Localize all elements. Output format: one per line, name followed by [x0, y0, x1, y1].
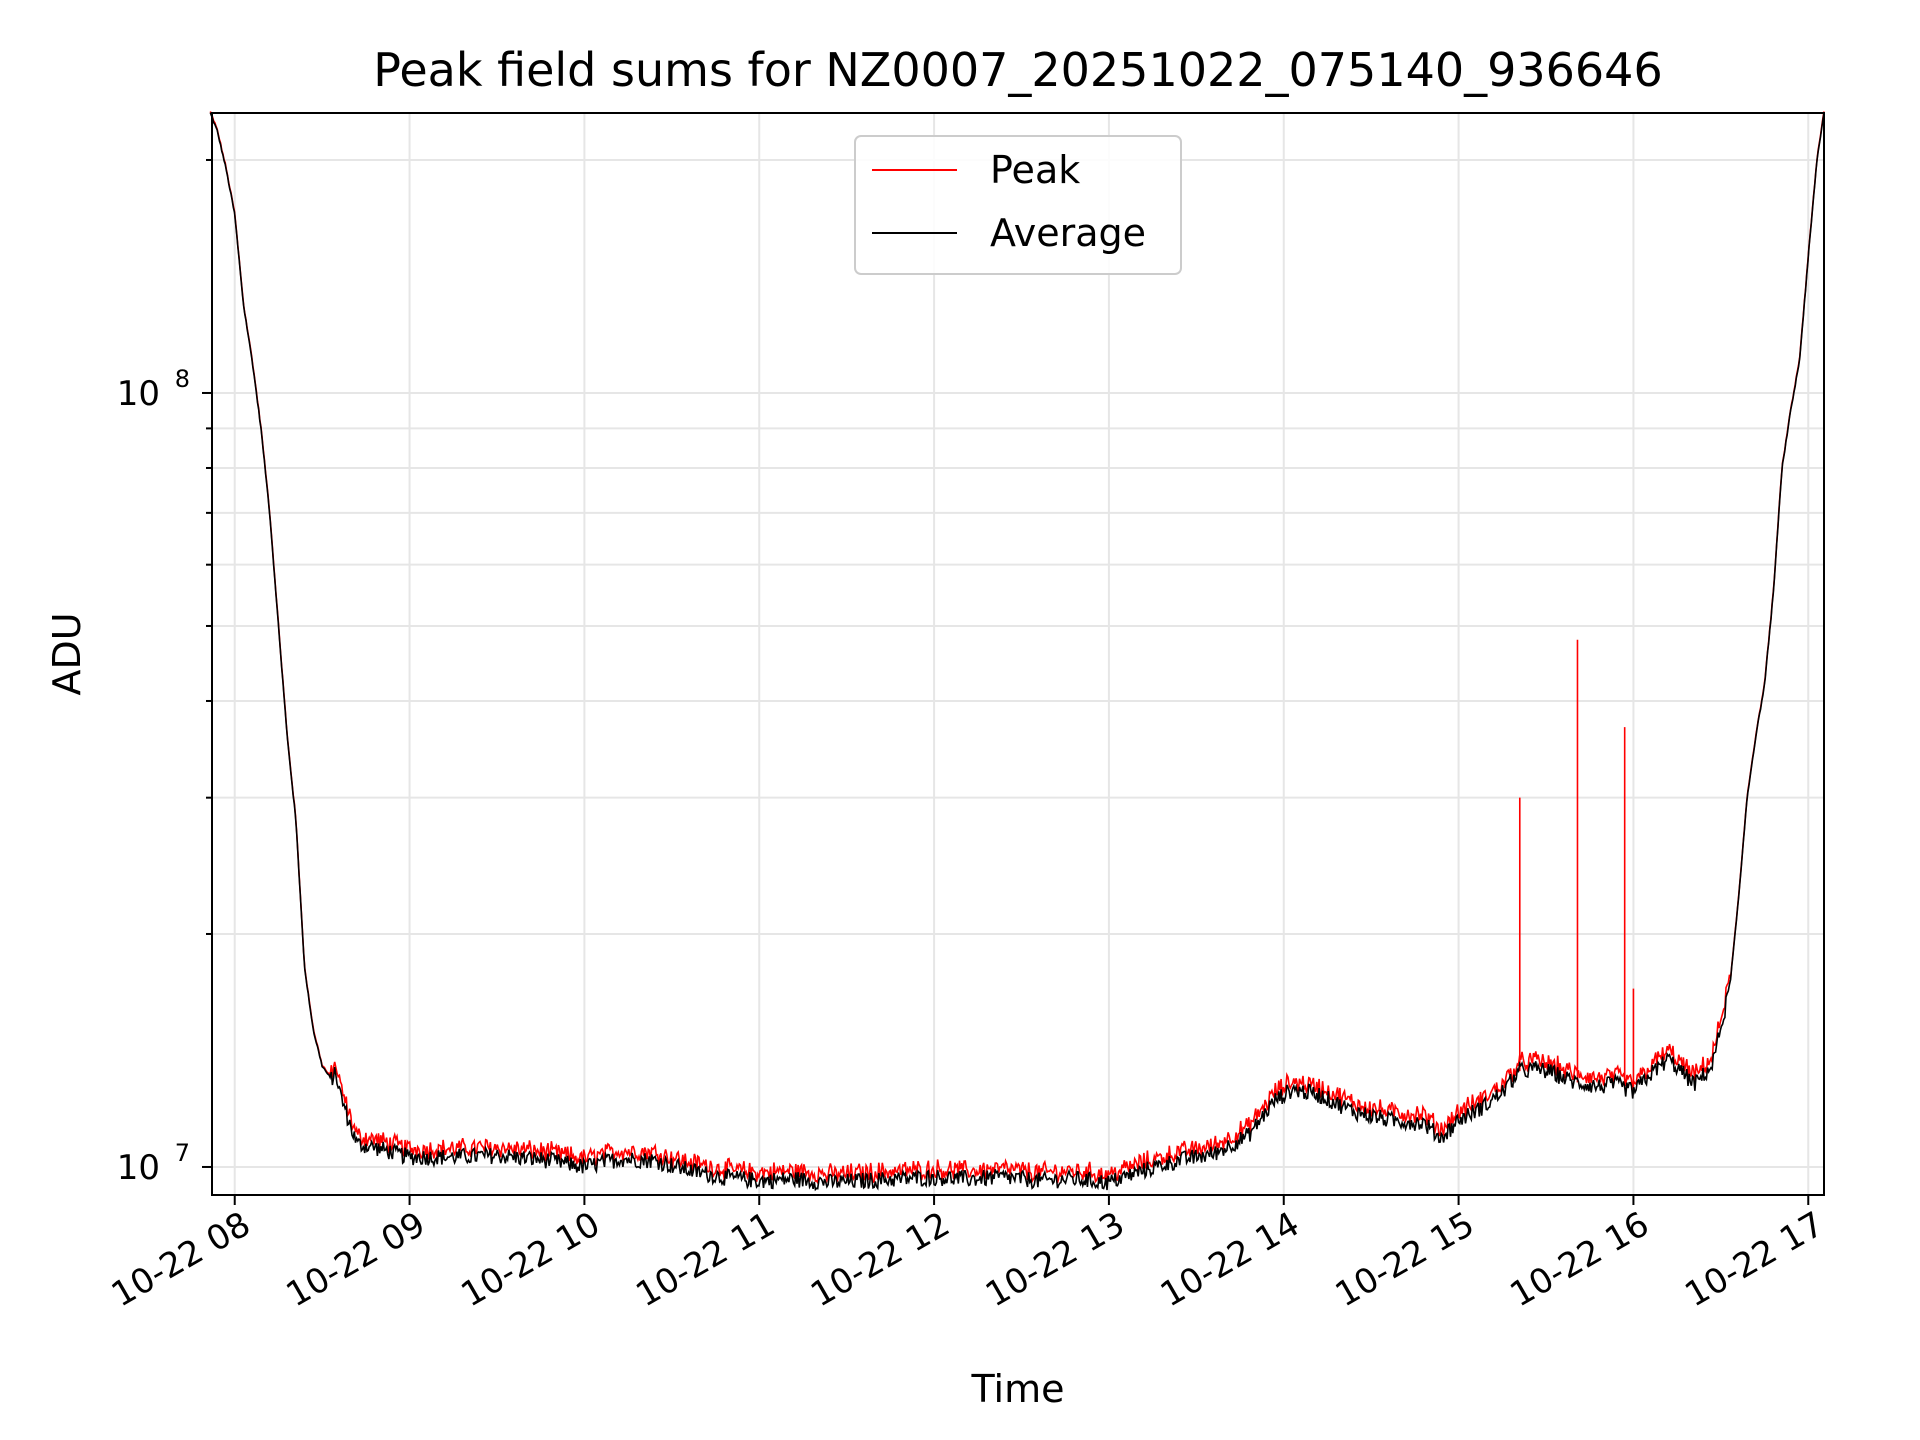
grid: [212, 113, 1824, 1195]
legend-label-average: Average: [990, 211, 1146, 255]
y-axis-label: ADU: [45, 612, 89, 695]
plot-frame: [211, 112, 1825, 1196]
series-group: [209, 111, 1825, 1192]
series-line-average: [209, 112, 1825, 1192]
y-tick-label: 10: [117, 1148, 160, 1188]
y-tick-exponent: 8: [175, 365, 190, 393]
y-tick-exponent: 7: [175, 1139, 190, 1167]
legend: Peak Average: [854, 135, 1182, 275]
y-tick-label: 10: [117, 374, 160, 414]
x-axis-label: Time: [971, 1367, 1065, 1411]
chart-title: Peak field sums for NZ0007_20251022_0751…: [373, 43, 1662, 97]
legend-label-peak: Peak: [990, 148, 1080, 192]
